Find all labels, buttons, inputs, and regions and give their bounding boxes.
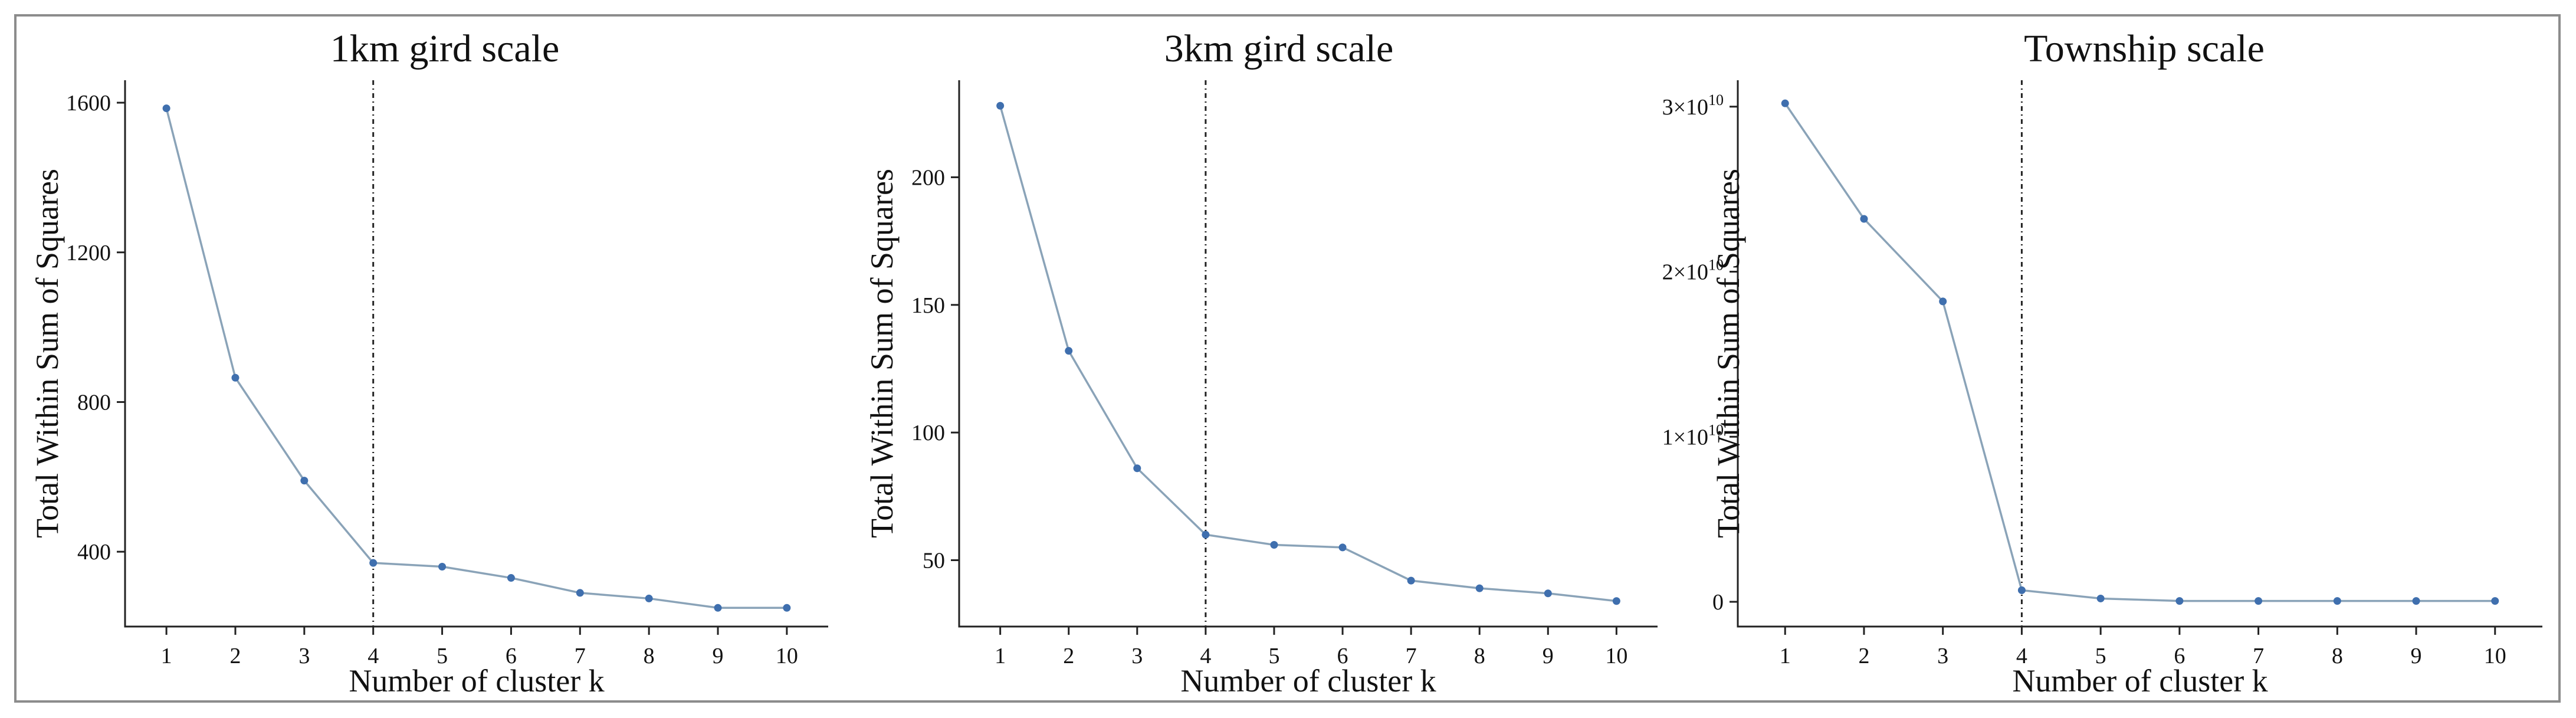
data-point xyxy=(1407,576,1415,585)
y-tick-label: 200 xyxy=(911,165,945,190)
x-axis-label: Number of cluster k xyxy=(2012,663,2267,699)
data-point xyxy=(2412,597,2420,605)
series-line xyxy=(165,108,787,609)
data-point xyxy=(1065,347,1073,355)
data-point xyxy=(783,604,791,612)
data-point xyxy=(1338,543,1347,552)
y-axis-label: Total Within Sum of Squares xyxy=(1711,169,1746,538)
x-tick-label: 4 xyxy=(367,644,379,668)
x-axis-label: Number of cluster k xyxy=(1180,663,1436,699)
x-tick-label: 5 xyxy=(1268,644,1279,668)
x-tick-label: 1 xyxy=(1780,644,1791,668)
y-tick-label: 1600 xyxy=(66,91,111,116)
data-point xyxy=(300,477,309,485)
data-point xyxy=(162,104,170,113)
y-tick-exponent: 10 xyxy=(1708,91,1724,109)
x-tick-label: 1 xyxy=(161,644,172,668)
x-tick-label: 9 xyxy=(1543,644,1554,668)
data-point xyxy=(2175,597,2184,605)
x-tick-label: 10 xyxy=(776,644,798,668)
chart-title: 3km gird scale xyxy=(1164,27,1394,70)
data-point xyxy=(1270,541,1278,549)
x-tick-label: 8 xyxy=(1474,644,1485,668)
data-point xyxy=(1544,589,1552,598)
data-point xyxy=(507,574,515,582)
data-point xyxy=(2491,597,2499,605)
x-axis-label: Number of cluster k xyxy=(349,663,604,699)
x-tick-label: 10 xyxy=(1605,644,1627,668)
data-point xyxy=(369,559,378,567)
data-point xyxy=(2333,597,2341,605)
x-tick-label: 2 xyxy=(1858,644,1869,668)
data-point xyxy=(1133,464,1141,473)
chart-title: Township scale xyxy=(2024,27,2265,70)
x-tick-label: 8 xyxy=(644,644,655,668)
x-tick-label: 3 xyxy=(1131,644,1143,668)
y-tick-label: 50 xyxy=(923,548,945,573)
chart-panel-2: 3km gird scale 50 100 150 200 1 2 3 4 5 6 7 8 9 10 Numb… xyxy=(864,27,1658,699)
x-tick-label: 6 xyxy=(1337,644,1348,668)
data-point xyxy=(576,589,584,597)
chart-panel-1: 1km gird scale 400 800 1200 1600 1 2 3 4 5 6 7 8 9 10 N… xyxy=(29,27,828,699)
axis-spines xyxy=(958,80,1658,628)
x-tick-label: 7 xyxy=(1406,644,1417,668)
chart-title: 1km gird scale xyxy=(330,27,560,70)
x-tick-label: 2 xyxy=(229,644,241,668)
y-tick-exponent: 10 xyxy=(1708,257,1724,274)
x-tick-label: 5 xyxy=(437,644,448,668)
data-point xyxy=(231,373,239,382)
x-tick-label: 7 xyxy=(2253,644,2264,668)
data-point xyxy=(1781,99,1789,107)
data-point xyxy=(1939,297,1947,306)
y-tick-exponent: 10 xyxy=(1708,421,1724,438)
x-tick-label: 8 xyxy=(2332,644,2343,668)
axis-spines xyxy=(124,80,828,628)
data-point xyxy=(645,594,653,602)
data-point xyxy=(438,563,447,571)
figure-frame xyxy=(14,14,2561,703)
series-line xyxy=(999,105,1617,602)
y-tick-label: 3×1010 xyxy=(1662,91,1724,120)
x-tick-label: 3 xyxy=(1937,644,1948,668)
y-tick-label: 150 xyxy=(911,293,945,318)
data-point xyxy=(1860,215,1868,223)
y-tick-label: 800 xyxy=(77,390,111,415)
data-point xyxy=(1202,530,1210,539)
x-tick-label: 7 xyxy=(575,644,586,668)
data-point xyxy=(2096,594,2105,602)
x-tick-label: 4 xyxy=(2016,644,2027,668)
data-point xyxy=(1475,584,1484,592)
y-axis-label: Total Within Sum of Squares xyxy=(864,169,900,538)
x-tick-label: 9 xyxy=(2411,644,2422,668)
x-tick-label: 6 xyxy=(2174,644,2185,668)
y-tick-label: 400 xyxy=(77,540,111,565)
x-tick-label: 3 xyxy=(298,644,310,668)
x-tick-label: 4 xyxy=(1200,644,1211,668)
y-axis-label: Total Within Sum of Squares xyxy=(29,169,65,538)
axis-spines xyxy=(1737,80,2542,628)
y-tick-label: 0 xyxy=(1712,590,1724,615)
data-point xyxy=(714,604,722,612)
x-tick-label: 9 xyxy=(713,644,724,668)
data-point xyxy=(1612,597,1620,605)
x-tick-label: 2 xyxy=(1063,644,1074,668)
series-line xyxy=(1784,103,2495,602)
x-tick-label: 5 xyxy=(2095,644,2106,668)
data-point xyxy=(996,101,1005,110)
y-tick-label: 100 xyxy=(911,421,945,445)
x-tick-label: 10 xyxy=(2484,644,2506,668)
y-tick-label: 1200 xyxy=(66,241,111,265)
data-point xyxy=(2255,597,2263,605)
data-point xyxy=(2017,586,2026,594)
x-tick-label: 1 xyxy=(995,644,1006,668)
x-tick-label: 6 xyxy=(506,644,517,668)
